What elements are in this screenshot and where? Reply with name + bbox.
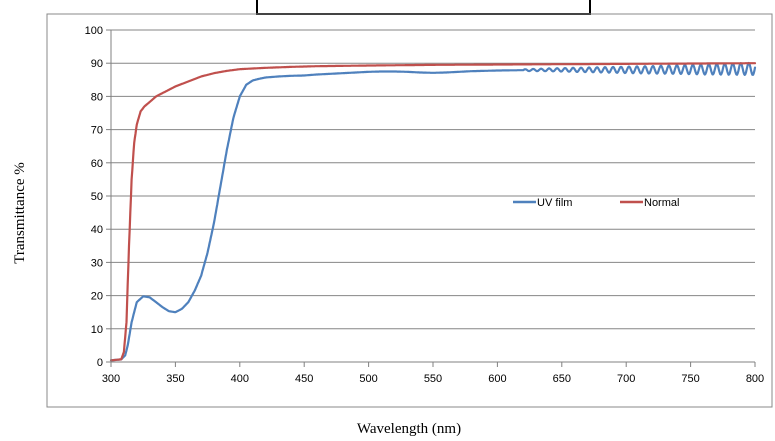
y-tick-label-40: 40 — [91, 224, 103, 236]
x-tick-label-700: 700 — [617, 373, 635, 385]
y-tick-label-70: 70 — [91, 125, 103, 137]
y-tick-label-50: 50 — [91, 191, 103, 203]
x-tick-label-350: 350 — [166, 373, 184, 385]
y-tick-label-60: 60 — [91, 158, 103, 170]
y-tick-label-90: 90 — [91, 58, 103, 70]
x-tick-label-800: 800 — [746, 373, 764, 385]
legend-label-uv-film: UV film — [537, 197, 572, 209]
series-line-normal — [109, 62, 757, 362]
y-axis-ticks: 0 10 20 30 40 50 60 70 80 90 100 — [85, 25, 111, 369]
title-box — [256, 0, 591, 15]
series-line-uv-film — [109, 61, 757, 362]
x-tick-label-300: 300 — [102, 373, 120, 385]
series-group — [109, 61, 757, 362]
x-tick-label-600: 600 — [488, 373, 506, 385]
x-tick-label-550: 550 — [424, 373, 442, 385]
chart-area-border — [46, 13, 773, 408]
x-tick-label-500: 500 — [359, 373, 377, 385]
y-tick-label-20: 20 — [91, 291, 103, 303]
x-axis-title: Wavelength (nm) — [357, 421, 461, 437]
y-axis-title: Transmittance % — [12, 162, 28, 264]
y-tick-label-30: 30 — [91, 257, 103, 269]
y-tick-label-0: 0 — [97, 357, 103, 369]
legend: UV film Normal — [513, 197, 679, 209]
y-tick-label-100: 100 — [85, 25, 103, 37]
x-tick-label-400: 400 — [231, 373, 249, 385]
y-tick-label-10: 10 — [91, 324, 103, 336]
legend-label-normal: Normal — [644, 197, 679, 209]
x-tick-label-650: 650 — [553, 373, 571, 385]
x-tick-label-750: 750 — [681, 373, 699, 385]
x-axis-ticks: 300 350 400 450 500 550 600 650 700 750 800 — [102, 362, 764, 385]
y-tick-label-80: 80 — [91, 91, 103, 103]
x-tick-label-450: 450 — [295, 373, 313, 385]
